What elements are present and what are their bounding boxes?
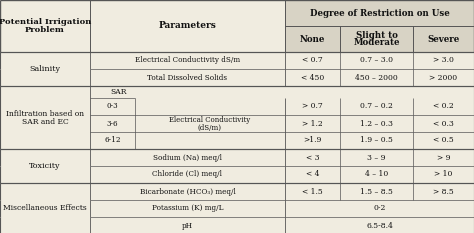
Text: 6.5-8.4: 6.5-8.4 [366, 222, 393, 230]
Text: (dS/m): (dS/m) [198, 123, 222, 131]
Text: 3-6: 3-6 [107, 120, 118, 127]
Text: > 9: > 9 [437, 154, 450, 161]
Text: Bicarbonate (HCO₃) meq/l: Bicarbonate (HCO₃) meq/l [139, 188, 236, 195]
Text: SAR: SAR [110, 88, 127, 96]
Text: Electrical Conductivity dS/m: Electrical Conductivity dS/m [135, 56, 240, 65]
Text: > 2000: > 2000 [429, 73, 457, 82]
Bar [285, 0, 474, 26]
Text: Severe: Severe [428, 34, 460, 44]
Text: pH: pH [182, 222, 193, 230]
Text: < 0.2: < 0.2 [433, 103, 454, 110]
Text: Problem: Problem [25, 25, 65, 34]
Text: Moderate: Moderate [353, 38, 400, 47]
Text: 0-2: 0-2 [374, 205, 386, 212]
Text: 0-3: 0-3 [107, 103, 118, 110]
Text: 1.5 – 8.5: 1.5 – 8.5 [360, 188, 393, 195]
Text: Degree of Restriction on Use: Degree of Restriction on Use [310, 8, 449, 17]
Text: 6-12: 6-12 [104, 137, 121, 144]
Text: Chloride (Cl) meq/l: Chloride (Cl) meq/l [153, 171, 222, 178]
Text: 450 – 2000: 450 – 2000 [355, 73, 398, 82]
Text: 1.2 – 0.3: 1.2 – 0.3 [360, 120, 393, 127]
Text: Electrical Conductivity: Electrical Conductivity [169, 116, 251, 123]
Text: < 3: < 3 [306, 154, 319, 161]
Text: < 1.5: < 1.5 [302, 188, 323, 195]
Text: Sodium (Na) meq/l: Sodium (Na) meq/l [153, 154, 222, 161]
Text: None: None [300, 34, 325, 44]
Text: Potassium (K) mg/L: Potassium (K) mg/L [152, 205, 223, 212]
Text: 3 – 9: 3 – 9 [367, 154, 386, 161]
Text: < 4: < 4 [306, 171, 319, 178]
Text: > 0.7: > 0.7 [302, 103, 323, 110]
Text: Infiltration based on: Infiltration based on [6, 110, 84, 117]
Text: > 8.5: > 8.5 [433, 188, 454, 195]
Bar [285, 26, 474, 52]
Text: Miscellaneous Effects: Miscellaneous Effects [3, 205, 87, 212]
Text: 1.9 – 0.5: 1.9 – 0.5 [360, 137, 393, 144]
Text: Slight to: Slight to [356, 31, 397, 40]
Text: Parameters: Parameters [159, 21, 216, 31]
Text: 4 – 10: 4 – 10 [365, 171, 388, 178]
Text: 0.7 – 0.2: 0.7 – 0.2 [360, 103, 393, 110]
Text: > 10: > 10 [434, 171, 453, 178]
Text: Potential Irrigation: Potential Irrigation [0, 18, 91, 27]
Text: < 0.5: < 0.5 [433, 137, 454, 144]
Text: < 450: < 450 [301, 73, 324, 82]
Text: < 0.7: < 0.7 [302, 56, 323, 65]
Text: Total Dissolved Solids: Total Dissolved Solids [147, 73, 228, 82]
Text: < 0.3: < 0.3 [433, 120, 454, 127]
Text: 0.7 – 3.0: 0.7 – 3.0 [360, 56, 393, 65]
Text: SAR and EC: SAR and EC [22, 117, 68, 126]
Text: > 3.0: > 3.0 [433, 56, 454, 65]
Text: >1.9: >1.9 [303, 137, 322, 144]
Text: Toxicity: Toxicity [29, 162, 61, 170]
Text: > 1.2: > 1.2 [302, 120, 323, 127]
Text: Salinity: Salinity [29, 65, 61, 73]
